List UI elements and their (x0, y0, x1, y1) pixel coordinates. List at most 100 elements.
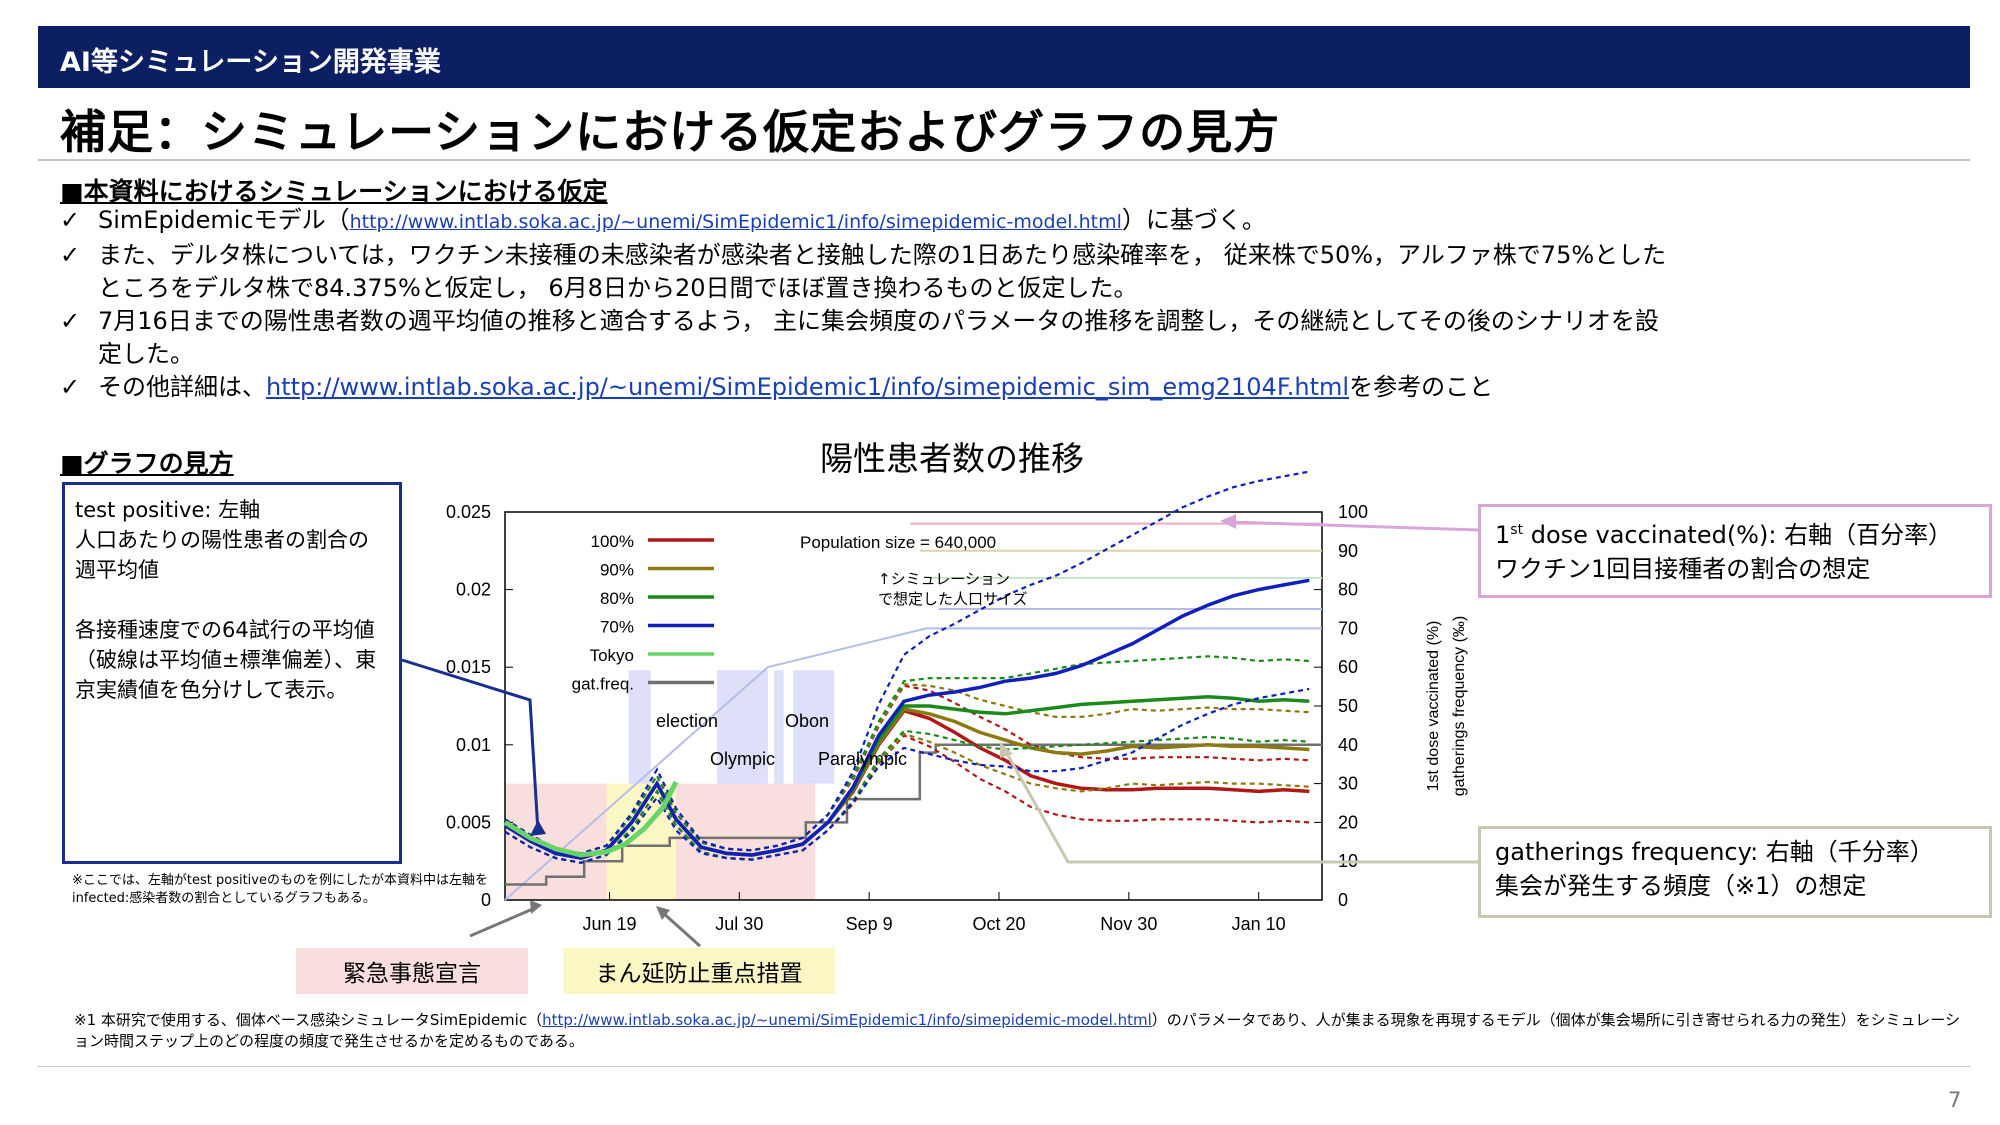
assumption-text: その他詳細は、 (98, 373, 266, 401)
legend-label: 80% (600, 589, 634, 608)
event-period (774, 670, 784, 784)
legend-label: 100% (591, 532, 634, 551)
connector-line (401, 658, 540, 833)
y-tick-label-left: 0 (481, 890, 491, 910)
y-tick-label-left: 0.025 (446, 502, 491, 522)
series-upper-bound (504, 655, 1310, 855)
event-period (793, 670, 835, 784)
x-tick-label: Jun 19 (582, 914, 636, 934)
x-tick-label: Sep 9 (846, 914, 893, 934)
y-tick-label-left: 0.02 (456, 580, 491, 600)
arrow-head (656, 906, 670, 920)
assumptions-heading: ■本資料におけるシミュレーションにおける仮定 (60, 177, 608, 206)
y-tick-label-right: 80 (1338, 580, 1358, 600)
callout-line: gatherings frequency: 右軸（千分率） (1495, 838, 1934, 866)
check-icon: ✓ (60, 307, 81, 335)
y-tick-label-right: 70 (1338, 618, 1358, 638)
legend-label: 90% (600, 561, 634, 580)
connector-line (1229, 520, 1479, 532)
assumption-text: を参考のこと (1349, 373, 1494, 401)
assumption-text: ところをデルタ株で84.375%と仮定し， 6月8日から20日間でほぼ置き換わる… (98, 274, 1138, 302)
axis-note: ※ここでは、左軸がtest positiveのものを例にしたが本資料中は左軸をi… (72, 873, 488, 906)
arrow-head (530, 820, 546, 836)
connector-line (660, 910, 702, 948)
connector-line (469, 906, 536, 938)
y-tick-label-right: 30 (1338, 774, 1358, 794)
assumption-text: 定した。 (98, 340, 194, 368)
y-tick-label-right: 60 (1338, 657, 1358, 677)
y-tick-label-right: 50 (1338, 696, 1358, 716)
check-icon: ✓ (60, 206, 81, 234)
assumption-text: 7月16日までの陽性患者数の週平均値の推移と適合するよう， 主に集会頻度のパラメ… (98, 307, 1659, 335)
event-label: Obon (785, 711, 829, 731)
assumption-text: また、デルタ株については，ワクチン未接種の未感染者が感染者と接触した際の1日あた… (98, 241, 1667, 269)
event-label: Paralympic (818, 749, 907, 769)
details-link[interactable]: http://www.intlab.soka.ac.jp/~unemi/SimE… (266, 373, 1350, 401)
note-line: 各接種速度での64試行の平均値（破線は平均値±標準偏差）、東京実績値を色分けして… (75, 618, 377, 702)
assumption-item: ✓ SimEpidemicモデル（http://www.intlab.soka.… (60, 204, 1930, 239)
arrow-head (1220, 514, 1236, 529)
right-axis-label: 1st dose vaccinated (%) (1425, 621, 1442, 792)
event-period (628, 670, 651, 784)
footer-divider (38, 1066, 1970, 1067)
x-tick-label: Jan 10 (1232, 914, 1286, 934)
y-tick-label-right: 90 (1338, 541, 1358, 561)
series-lower-bound (504, 687, 1310, 864)
assumption-item: ✓ また、デルタ株については，ワクチン未接種の未感染者が感染者と接触した際の1日… (60, 239, 1930, 305)
title-divider (38, 159, 1970, 161)
test-positive-note: test positive: 左軸 人口あたりの陽性患者の割合の週平均値 各接種… (62, 482, 402, 864)
note-line: 人口あたりの陽性患者の割合の週平均値 (75, 528, 369, 582)
series-line (503, 780, 679, 858)
banner-text: AI等シミュレーション開発事業 (60, 47, 441, 78)
quasi-emergency-tag: まん延防止重点措置 (563, 948, 835, 994)
arrow-head (530, 900, 542, 914)
y-tick-label-right: 100 (1338, 502, 1368, 522)
note-line: test positive: 左軸 (75, 498, 261, 522)
right-axis-label: gatherings frequency (‰) (1451, 616, 1468, 797)
assumptions-list: ✓ SimEpidemicモデル（http://www.intlab.soka.… (60, 204, 1930, 404)
y-tick-label-right: 0 (1338, 890, 1348, 910)
event-label: election (656, 711, 718, 731)
footnote: ※1 本研究で使用する、個体ベース感染シミュレータSimEpidemic（htt… (74, 1011, 1960, 1050)
simulation-annotation-line: ↑シミュレーション (878, 570, 1010, 588)
legend-label: gat.freq. (572, 675, 634, 694)
emergency-tag: 緊急事態宣言 (296, 948, 528, 994)
series-line (504, 578, 1310, 860)
vaccination-callout: 1st dose vaccinated(%): 右軸（百分率） ワクチン1回目接… (1478, 504, 1992, 598)
chart-title: 陽性患者数の推移 (820, 439, 1084, 478)
model-link[interactable]: http://www.intlab.soka.ac.jp/~unemi/SimE… (349, 211, 1122, 233)
y-tick-label-right: 20 (1338, 812, 1358, 832)
simulation-annotation-line: で想定した人口サイズ (878, 590, 1028, 608)
vaccination-line (504, 627, 1322, 901)
y-tick-label-right: 40 (1338, 735, 1358, 755)
x-tick-label: Jul 30 (715, 914, 763, 934)
footnote-link[interactable]: http://www.intlab.soka.ac.jp/~unemi/SimE… (542, 1011, 1152, 1029)
assumption-text: SimEpidemicモデル（ (98, 206, 350, 234)
slide-title: 補足：シミュレーションにおける仮定およびグラフの見方 (60, 105, 1281, 159)
x-tick-label: Nov 30 (1100, 914, 1157, 934)
x-tick-label: Oct 20 (972, 914, 1025, 934)
section-banner: AI等シミュレーション開発事業 (38, 26, 1970, 88)
y-tick-label-left: 0.015 (446, 657, 491, 677)
y-tick-label-left: 0.005 (446, 812, 491, 832)
check-icon: ✓ (60, 373, 81, 401)
gatherings-callout: gatherings frequency: 右軸（千分率） 集会が発生する頻度（… (1478, 826, 1992, 918)
assumption-item: ✓ その他詳細は、http://www.intlab.soka.ac.jp/~u… (60, 371, 1930, 404)
callout-line: 集会が発生する頻度（※1）の想定 (1495, 872, 1867, 900)
arrow-head (1000, 742, 1013, 758)
event-label: Olympic (710, 749, 775, 769)
connector-line (1003, 749, 1478, 864)
population-annotation: Population size = 640,000 (800, 533, 996, 552)
graph-guide-heading: ■グラフの見方 (60, 449, 234, 478)
callout-line: ワクチン1回目接種者の割合の想定 (1495, 555, 1871, 583)
legend-label: Tokyo (590, 646, 634, 665)
page-number: 7 (1948, 1088, 1962, 1112)
assumption-text: ）に基づく。 (1121, 206, 1266, 234)
series-upper-bound (504, 470, 1310, 855)
series-lower-bound (504, 732, 1310, 864)
assumption-item: ✓ 7月16日までの陽性患者数の週平均値の推移と適合するよう， 主に集会頻度のパ… (60, 305, 1930, 371)
check-icon: ✓ (60, 241, 81, 269)
legend-label: 70% (600, 618, 634, 637)
y-tick-label-left: 0.01 (456, 735, 491, 755)
